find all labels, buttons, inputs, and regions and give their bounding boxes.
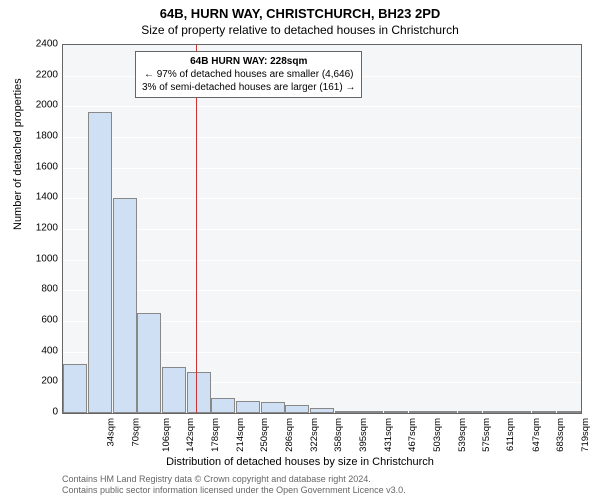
histogram-bar: [557, 411, 581, 413]
histogram-bar: [458, 411, 482, 413]
x-tick-label: 395sqm: [358, 418, 369, 452]
histogram-bar: [88, 112, 112, 413]
histogram-bar: [162, 367, 186, 413]
histogram-bar: [384, 411, 408, 413]
y-axis-label: Number of detached properties: [12, 78, 24, 230]
x-tick-label: 611sqm: [505, 418, 516, 451]
histogram-bar: [310, 408, 334, 413]
histogram-bar: [507, 411, 531, 413]
info-box-title: 64B HURN WAY: 228sqm: [142, 55, 355, 68]
histogram-bar: [236, 401, 260, 413]
chart-title-main: 64B, HURN WAY, CHRISTCHURCH, BH23 2PD: [0, 0, 600, 21]
x-tick-label: 250sqm: [259, 418, 270, 452]
x-tick-label: 539sqm: [456, 418, 467, 452]
x-tick-label: 142sqm: [185, 418, 196, 452]
x-tick-label: 358sqm: [333, 418, 344, 452]
x-tick-label: 575sqm: [481, 418, 492, 452]
info-box-line2: ← 97% of detached houses are smaller (4,…: [142, 68, 355, 81]
gridline: [63, 260, 581, 261]
histogram-bar: [409, 411, 433, 413]
x-tick-label: 683sqm: [555, 418, 566, 452]
y-tick-label: 2400: [24, 39, 58, 50]
plot-area: 64B HURN WAY: 228sqm ← 97% of detached h…: [62, 44, 582, 414]
y-tick-label: 1400: [24, 192, 58, 203]
chart-container: 64B, HURN WAY, CHRISTCHURCH, BH23 2PD Si…: [0, 0, 600, 500]
gridline: [63, 290, 581, 291]
x-tick-label: 106sqm: [160, 418, 171, 452]
histogram-bar: [63, 364, 87, 413]
x-tick-label: 214sqm: [234, 418, 245, 452]
y-tick-label: 1600: [24, 161, 58, 172]
info-box-line3: 3% of semi-detached houses are larger (1…: [142, 81, 355, 94]
x-tick-label: 34sqm: [106, 418, 117, 447]
footer-line1: Contains HM Land Registry data © Crown c…: [62, 474, 406, 485]
histogram-bar: [113, 198, 137, 413]
y-tick-label: 400: [24, 345, 58, 356]
histogram-bar: [187, 372, 211, 413]
x-tick-label: 70sqm: [131, 418, 142, 447]
x-tick-label: 647sqm: [530, 418, 541, 452]
histogram-bar: [285, 405, 309, 413]
y-tick-label: 2200: [24, 69, 58, 80]
y-tick-label: 1000: [24, 253, 58, 264]
y-tick-label: 1800: [24, 131, 58, 142]
y-tick-label: 200: [24, 376, 58, 387]
info-box: 64B HURN WAY: 228sqm ← 97% of detached h…: [135, 51, 362, 98]
x-tick-label: 719sqm: [580, 418, 591, 452]
y-tick-label: 600: [24, 315, 58, 326]
histogram-bar: [137, 313, 161, 413]
histogram-bar: [532, 411, 556, 413]
histogram-bar: [211, 398, 235, 413]
footer-text: Contains HM Land Registry data © Crown c…: [62, 474, 406, 496]
x-tick-label: 322sqm: [308, 418, 319, 452]
histogram-bar: [335, 411, 359, 413]
x-tick-label: 467sqm: [407, 418, 418, 452]
x-tick-label: 503sqm: [432, 418, 443, 452]
x-axis-label: Distribution of detached houses by size …: [0, 456, 600, 468]
histogram-bar: [483, 411, 507, 413]
gridline: [63, 229, 581, 230]
reference-line: [196, 45, 197, 413]
x-tick-label: 286sqm: [284, 418, 295, 452]
histogram-bar: [261, 402, 285, 413]
y-tick-label: 800: [24, 284, 58, 295]
gridline: [63, 106, 581, 107]
x-tick-label: 431sqm: [382, 418, 393, 452]
gridline: [63, 168, 581, 169]
chart-title-sub: Size of property relative to detached ho…: [0, 21, 600, 37]
gridline: [63, 198, 581, 199]
histogram-bar: [359, 411, 383, 413]
gridline: [63, 137, 581, 138]
y-tick-label: 1200: [24, 223, 58, 234]
x-tick-label: 178sqm: [210, 418, 221, 452]
y-tick-label: 0: [24, 407, 58, 418]
footer-line2: Contains public sector information licen…: [62, 485, 406, 496]
histogram-bar: [433, 411, 457, 413]
y-tick-label: 2000: [24, 100, 58, 111]
